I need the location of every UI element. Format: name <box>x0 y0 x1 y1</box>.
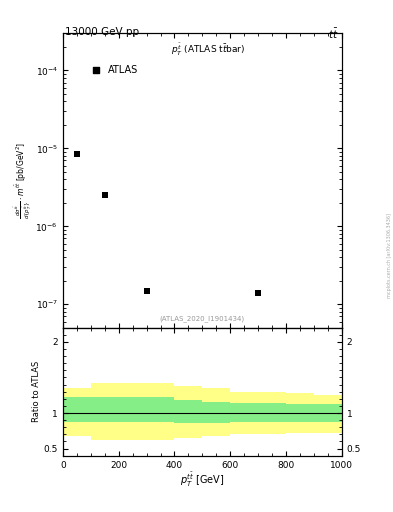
Point <box>74 150 80 158</box>
Point <box>255 289 261 297</box>
Text: $t\bar{t}$: $t\bar{t}$ <box>328 27 339 41</box>
Point <box>102 191 108 199</box>
Text: (ATLAS_2020_I1901434): (ATLAS_2020_I1901434) <box>160 315 245 322</box>
Y-axis label: $\frac{d\sigma^{t\bar{t}}}{d\{p_T^{t\bar{t}}\}} \cdot m^{t\bar{t}}$ [pb/GeV$^2$]: $\frac{d\sigma^{t\bar{t}}}{d\{p_T^{t\bar… <box>13 142 34 219</box>
Text: 13000 GeV pp: 13000 GeV pp <box>65 27 139 37</box>
Text: ATLAS: ATLAS <box>108 65 138 75</box>
Y-axis label: Ratio to ATLAS: Ratio to ATLAS <box>32 361 41 422</box>
Text: mcplots.cern.ch [arXiv:1306.3436]: mcplots.cern.ch [arXiv:1306.3436] <box>387 214 392 298</box>
Point <box>143 286 150 294</box>
X-axis label: $p^{t\bar{t}}_T$ [GeV]: $p^{t\bar{t}}_T$ [GeV] <box>180 471 225 489</box>
Text: $p_T^{\bar{t}}$ (ATLAS t$\bar{t}$bar): $p_T^{\bar{t}}$ (ATLAS t$\bar{t}$bar) <box>171 42 245 58</box>
